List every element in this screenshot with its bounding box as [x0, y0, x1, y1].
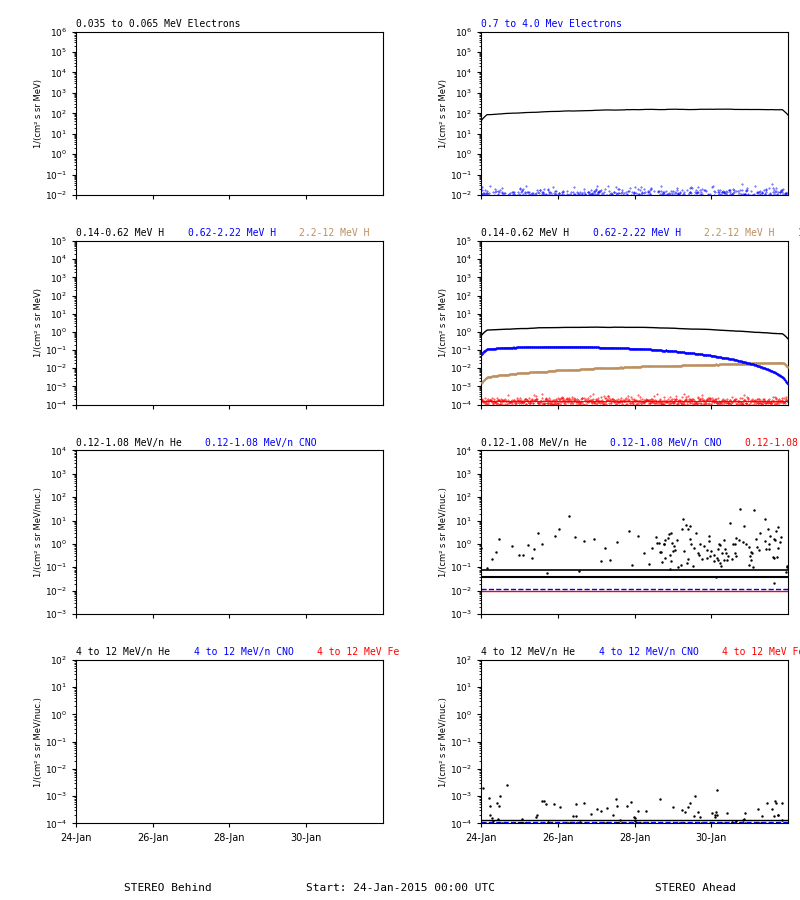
- Text: 4 to 12 MeV/n He: 4 to 12 MeV/n He: [76, 647, 194, 657]
- Text: 4 to 12 MeV Fe: 4 to 12 MeV Fe: [317, 647, 411, 657]
- Y-axis label: 1/(cm² s sr MeV/nuc.): 1/(cm² s sr MeV/nuc.): [439, 487, 448, 577]
- Text: 0.12-1.08 MeV/n He: 0.12-1.08 MeV/n He: [76, 437, 206, 447]
- Text: 0.7 to 4.0 Mev Electrons: 0.7 to 4.0 Mev Electrons: [481, 19, 634, 29]
- Y-axis label: 1/(cm² s sr MeV): 1/(cm² s sr MeV): [34, 79, 43, 148]
- Text: 0.035 to 0.065 MeV Electrons: 0.035 to 0.065 MeV Electrons: [76, 19, 252, 29]
- Y-axis label: 1/(cm² s sr MeV): 1/(cm² s sr MeV): [34, 288, 43, 357]
- Y-axis label: 1/(cm² s sr MeV/nuc.): 1/(cm² s sr MeV/nuc.): [439, 697, 448, 787]
- Text: 2.2-12 MeV H: 2.2-12 MeV H: [299, 229, 382, 238]
- Y-axis label: 1/(cm² s sr MeV): 1/(cm² s sr MeV): [439, 288, 448, 357]
- Text: 0.14-0.62 MeV H: 0.14-0.62 MeV H: [76, 229, 188, 238]
- Text: 0.14-0.62 MeV H: 0.14-0.62 MeV H: [481, 229, 593, 238]
- Text: 4 to 12 MeV Fe: 4 to 12 MeV Fe: [722, 647, 800, 657]
- Text: 13-100 MeV H: 13-100 MeV H: [798, 229, 800, 238]
- Text: 0.62-2.22 MeV H: 0.62-2.22 MeV H: [593, 229, 704, 238]
- Text: STEREO Ahead: STEREO Ahead: [655, 883, 737, 893]
- Text: 0.62-2.22 MeV H: 0.62-2.22 MeV H: [188, 229, 299, 238]
- Y-axis label: 1/(cm² s sr MeV/nuc.): 1/(cm² s sr MeV/nuc.): [34, 487, 43, 577]
- Text: 0.12-1.08 MeV/n CNO: 0.12-1.08 MeV/n CNO: [610, 437, 746, 447]
- Text: 0.12-1.08 MeV Fe: 0.12-1.08 MeV Fe: [746, 437, 800, 447]
- Text: 4 to 12 MeV/n He: 4 to 12 MeV/n He: [481, 647, 598, 657]
- Text: Start: 24-Jan-2015 00:00 UTC: Start: 24-Jan-2015 00:00 UTC: [306, 883, 494, 893]
- Text: STEREO Behind: STEREO Behind: [124, 883, 212, 893]
- Text: 2.2-12 MeV H: 2.2-12 MeV H: [704, 229, 798, 238]
- Y-axis label: 1/(cm² s sr MeV/nuc.): 1/(cm² s sr MeV/nuc.): [34, 697, 43, 787]
- Text: 4 to 12 MeV/n CNO: 4 to 12 MeV/n CNO: [598, 647, 722, 657]
- Text: 4 to 12 MeV/n CNO: 4 to 12 MeV/n CNO: [194, 647, 317, 657]
- Y-axis label: 1/(cm² s sr MeV): 1/(cm² s sr MeV): [439, 79, 448, 148]
- Text: 0.12-1.08 MeV/n He: 0.12-1.08 MeV/n He: [481, 437, 610, 447]
- Text: 0.12-1.08 MeV/n CNO: 0.12-1.08 MeV/n CNO: [206, 437, 329, 447]
